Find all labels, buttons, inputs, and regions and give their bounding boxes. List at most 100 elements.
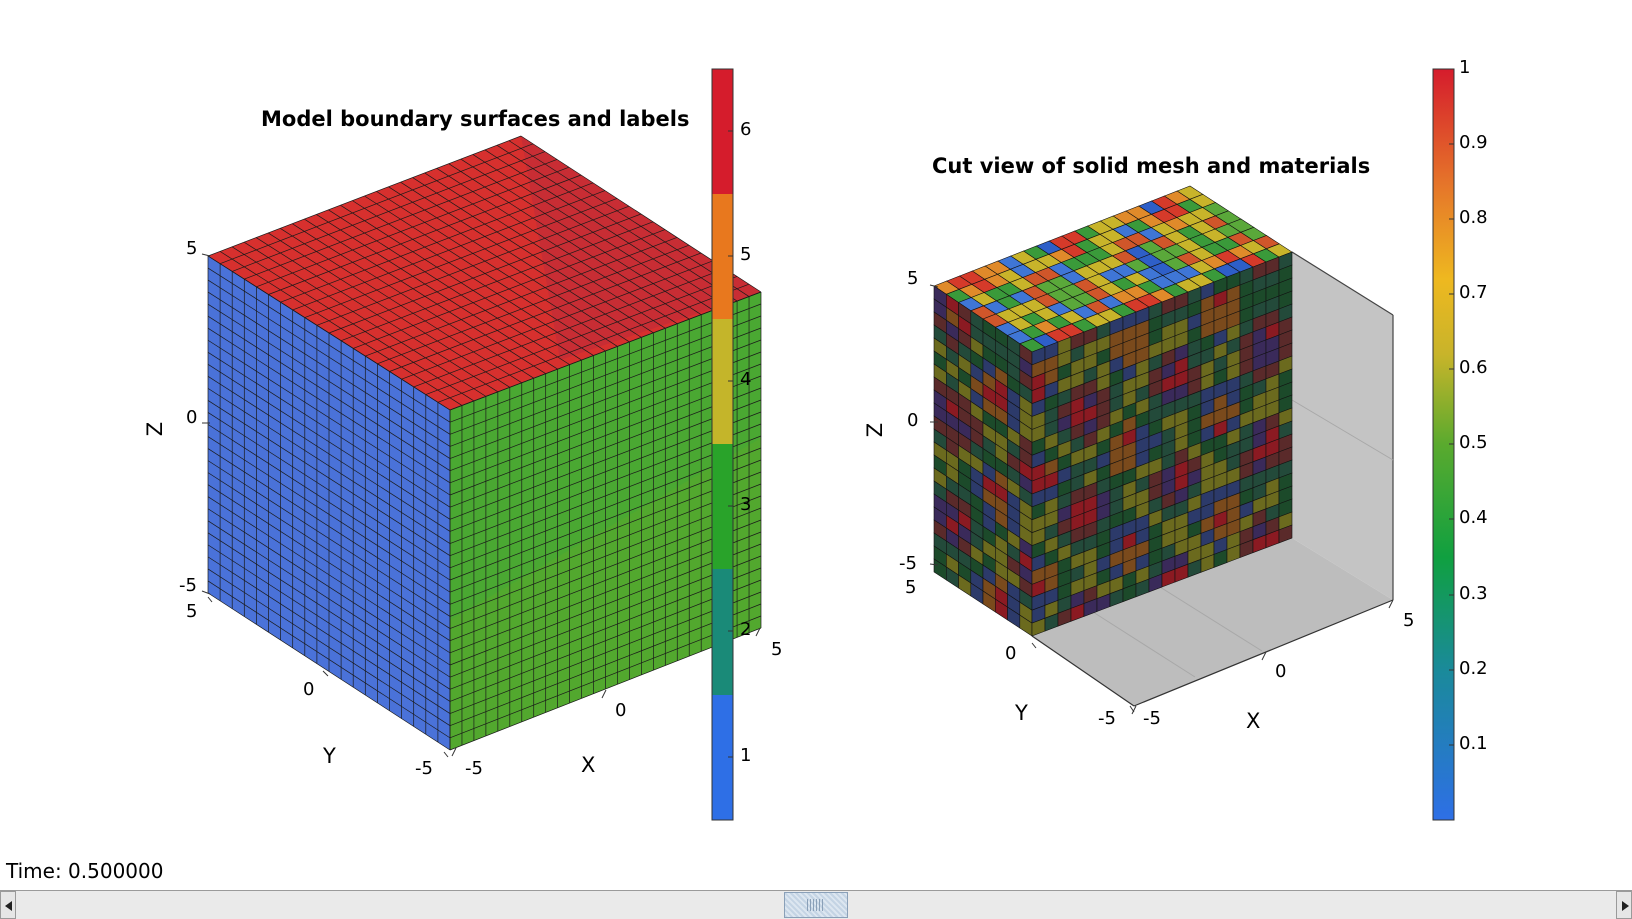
- mesh-line: [207, 436, 451, 593]
- mesh-line: [207, 448, 451, 605]
- left-z-tick: -5: [179, 575, 197, 596]
- mesh-line: [207, 532, 451, 690]
- mesh-line: [207, 351, 451, 508]
- left-plot-title: Model boundary surfaces and labels: [261, 107, 690, 131]
- mesh-line: [437, 283, 750, 403]
- right-colorbar: [1432, 68, 1455, 821]
- slider-thumb[interactable]: [784, 892, 848, 918]
- mesh-line: [377, 244, 690, 365]
- left-colorbar-segment: [712, 69, 733, 194]
- mesh-line: [449, 327, 762, 447]
- mesh-line: [449, 483, 762, 605]
- mesh-line: [365, 237, 678, 357]
- mesh-line: [232, 151, 546, 272]
- box-gridline: [1159, 586, 1263, 652]
- left-colorbar-segment: [712, 193, 733, 319]
- mesh-line: [207, 472, 451, 629]
- mesh-line: [449, 351, 762, 472]
- right-colorbar-tick: 0.1: [1459, 733, 1488, 754]
- right-y-tick: 5: [905, 577, 917, 598]
- mesh-line: [207, 135, 522, 257]
- box-edge: [1031, 635, 1135, 707]
- left-colorbar-segment: [712, 694, 733, 820]
- right-x-label: X: [1246, 709, 1261, 733]
- left-colorbar-tick: 4: [740, 369, 752, 390]
- mesh-line: [207, 327, 451, 484]
- mesh-line: [449, 339, 762, 459]
- left-y-tick: -5: [415, 758, 433, 779]
- mesh-line: [449, 531, 762, 654]
- right-x-tick: 0: [1275, 661, 1287, 682]
- mesh-line: [207, 424, 451, 581]
- mesh-line: [207, 496, 451, 654]
- mesh-line: [413, 268, 726, 388]
- right-z-tick: -5: [899, 553, 917, 574]
- grip-icon: [807, 899, 825, 911]
- mesh-line: [207, 412, 451, 569]
- left-colorbar: [711, 68, 734, 821]
- right-z-label: Z: [863, 422, 888, 438]
- left-z-tick: 5: [186, 238, 198, 259]
- right-y-label: Y: [1015, 701, 1028, 725]
- right-x-tick: -5: [1143, 708, 1161, 729]
- mesh-line: [256, 166, 570, 288]
- mesh-line: [449, 291, 762, 411]
- mesh-cell: [1278, 524, 1293, 544]
- mesh-line: [340, 221, 654, 342]
- mesh-line: [207, 364, 451, 520]
- left-z-label: Z: [143, 421, 168, 437]
- mesh-line: [449, 603, 762, 727]
- mesh-line: [449, 375, 762, 496]
- mesh-line: [449, 507, 762, 629]
- mesh-line: [449, 363, 762, 484]
- box-back-face: [1292, 252, 1393, 600]
- mesh-line: [449, 579, 762, 702]
- box-edge: [1291, 251, 1394, 316]
- mesh-line: [449, 471, 762, 593]
- mesh-line: [207, 556, 451, 714]
- time-slider[interactable]: [0, 890, 1632, 919]
- left-y-label: Y: [323, 744, 336, 768]
- left-colorbar-tick: 3: [740, 494, 752, 515]
- mesh-line: [353, 229, 666, 349]
- left-cube-shade: [521, 136, 761, 360]
- box-floor: [1032, 538, 1393, 706]
- mesh-line: [449, 411, 762, 532]
- mesh-line: [316, 205, 630, 326]
- mesh-line: [449, 459, 762, 581]
- mesh-line: [207, 291, 451, 447]
- mesh-line: [219, 143, 534, 265]
- right-colorbar-tick: 0.2: [1459, 658, 1488, 679]
- scroll-left-button[interactable]: [0, 891, 16, 919]
- left-x-label: X: [581, 753, 596, 777]
- left-colorbar-segment: [712, 569, 733, 695]
- mesh-line: [207, 303, 451, 459]
- right-colorbar-tick: 0.4: [1459, 507, 1488, 528]
- mesh-line: [207, 484, 451, 642]
- box-gridline: [1291, 399, 1394, 461]
- mesh-line: [449, 543, 762, 666]
- mesh-line: [449, 495, 762, 617]
- left-y-tick: 5: [186, 601, 198, 622]
- scroll-right-button[interactable]: [1616, 891, 1632, 919]
- mesh-line: [449, 627, 762, 751]
- mesh-line: [207, 580, 451, 739]
- mesh-line: [207, 544, 451, 702]
- mesh-line: [207, 592, 451, 751]
- right-colorbar-tick: 1: [1459, 57, 1471, 78]
- left-colorbar-tick: 1: [740, 745, 752, 766]
- mesh-line: [449, 399, 762, 520]
- right-y-tick: 0: [1005, 643, 1017, 664]
- right-colorbar-tick: 0.3: [1459, 583, 1488, 604]
- right-colorbar-tick: 0.9: [1459, 132, 1488, 153]
- right-colorbar-tick: 0.5: [1459, 432, 1488, 453]
- right-colorbar-tick: 0.7: [1459, 282, 1488, 303]
- mesh-line: [449, 447, 762, 569]
- mesh-line: [449, 615, 762, 739]
- mesh-line: [207, 388, 451, 544]
- mesh-line: [244, 159, 558, 280]
- mesh-line: [207, 400, 451, 557]
- right-plot-title: Cut view of solid mesh and materials: [932, 154, 1371, 178]
- right-z-tick: 5: [907, 268, 919, 289]
